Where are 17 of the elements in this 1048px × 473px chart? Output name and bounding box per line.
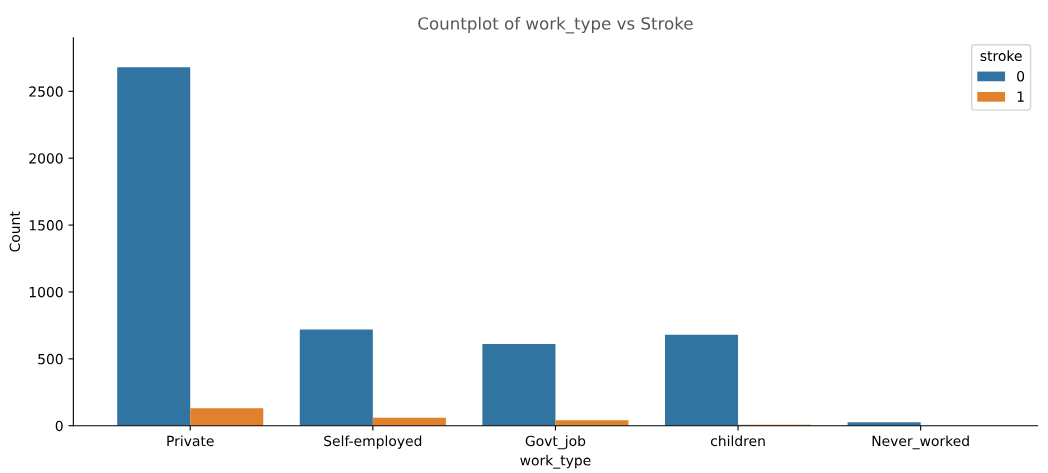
y-tick-label: 500 — [38, 353, 63, 365]
legend-label: 0 — [1017, 70, 1025, 82]
y-tick-label: 1500 — [29, 220, 63, 231]
x-tick-label: Never_worked — [872, 435, 969, 450]
x-tick-label: children — [710, 435, 765, 447]
x-tick-label: Private — [167, 435, 214, 447]
y-tick-label: 2500 — [29, 86, 63, 97]
y-tick-label: 1000 — [29, 286, 63, 298]
x-tick-label: Self-employed — [324, 435, 422, 449]
y-axis-title: Count — [9, 211, 21, 252]
x-axis-title: work_type — [520, 454, 591, 469]
chart-title: Countplot of work_type vs Stroke — [418, 16, 693, 34]
legend-label: 1 — [1017, 91, 1024, 102]
legend-title: stroke — [980, 50, 1022, 62]
y-tick-label: 0 — [55, 420, 63, 432]
x-tick-label: Govt_job — [525, 435, 586, 450]
y-tick-label: 2000 — [29, 153, 63, 164]
